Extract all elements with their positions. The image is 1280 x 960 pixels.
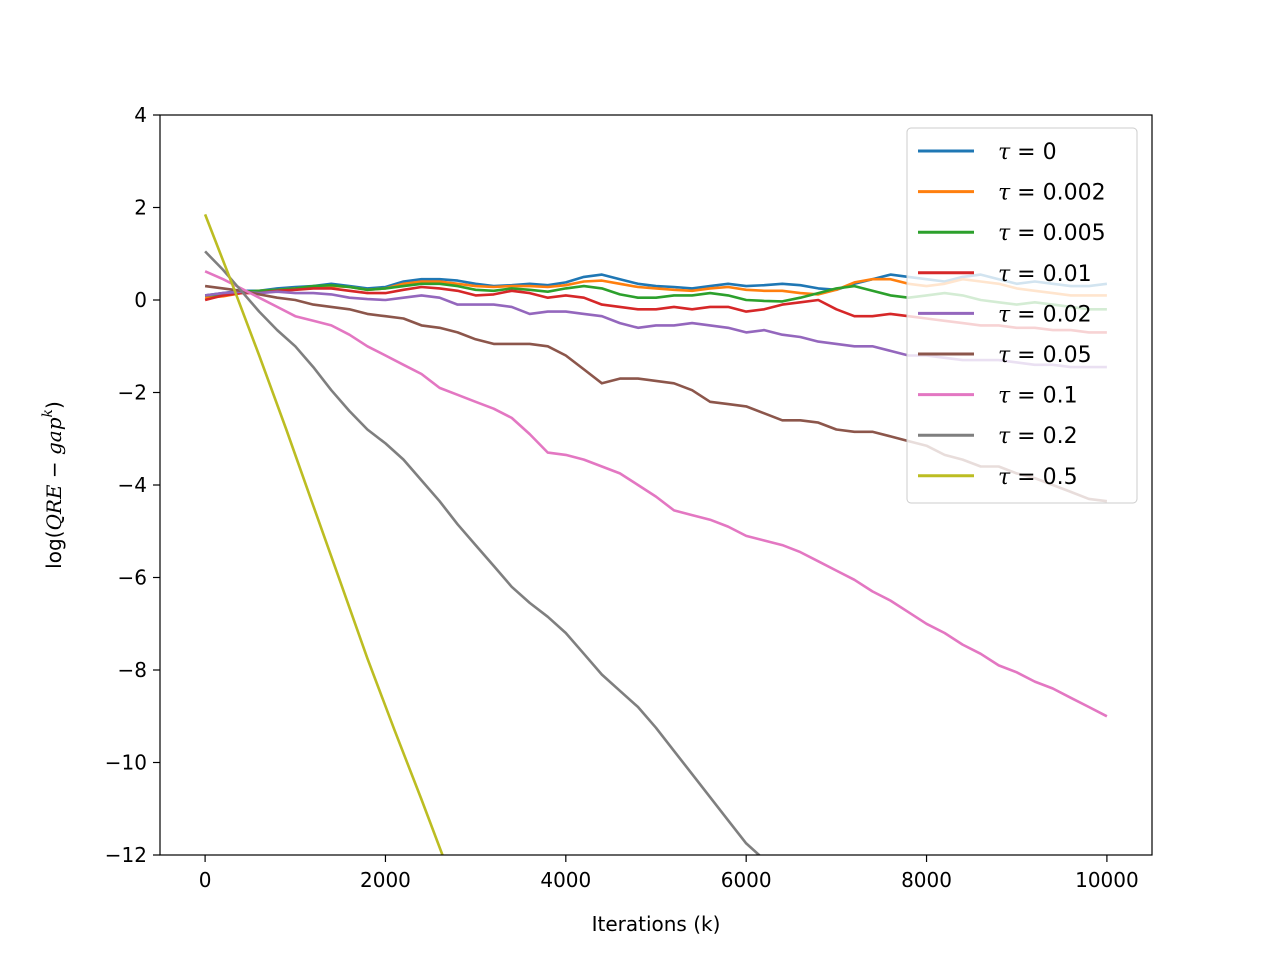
y-tick-label: −12 bbox=[105, 843, 147, 867]
x-axis-ticks: 0 2000 4000 6000 8000 10000 bbox=[199, 855, 1139, 892]
legend-label: τ = 0.2 bbox=[998, 424, 1078, 449]
series-line-8 bbox=[203, 213, 444, 855]
y-tick-label: 0 bbox=[134, 288, 147, 312]
x-axis-label: Iterations (k) bbox=[592, 912, 721, 936]
x-tick-label: 0 bbox=[199, 868, 212, 892]
y-tick-label: −6 bbox=[118, 566, 147, 590]
legend-label: τ = 0.5 bbox=[998, 465, 1078, 490]
y-tick-label: −8 bbox=[118, 658, 147, 682]
x-tick-label: 2000 bbox=[360, 868, 411, 892]
legend-label: τ = 0.002 bbox=[998, 181, 1106, 206]
legend-label: τ = 0.05 bbox=[998, 343, 1092, 368]
x-tick-label: 10000 bbox=[1075, 868, 1139, 892]
x-tick-label: 6000 bbox=[721, 868, 772, 892]
x-tick-label: 4000 bbox=[540, 868, 591, 892]
y-tick-label: 4 bbox=[134, 103, 147, 127]
series-line-7 bbox=[204, 250, 762, 855]
y-tick-label: −4 bbox=[118, 473, 147, 497]
y-tick-label: 2 bbox=[134, 196, 147, 220]
y-tick-label: −2 bbox=[118, 381, 147, 405]
legend: τ = 0 τ = 0.002 τ = 0.005 τ = 0.01 τ = 0.02 τ… bbox=[906, 127, 1138, 504]
legend-label: τ = 0 bbox=[998, 140, 1057, 165]
y-axis-label: log(QRE − gapk) bbox=[40, 401, 66, 569]
legend-label: τ = 0.1 bbox=[998, 384, 1078, 409]
x-tick-label: 8000 bbox=[901, 868, 952, 892]
legend-label: τ = 0.005 bbox=[998, 221, 1106, 246]
legend-label: τ = 0.01 bbox=[998, 262, 1092, 287]
y-tick-label: −10 bbox=[105, 751, 147, 775]
legend-box bbox=[906, 127, 1138, 504]
series-line-6 bbox=[204, 270, 1108, 718]
y-axis-ticks: 4 2 0 −2 −4 −6 −8 −10 −12 bbox=[105, 103, 160, 867]
legend-label: τ = 0.02 bbox=[998, 302, 1092, 327]
